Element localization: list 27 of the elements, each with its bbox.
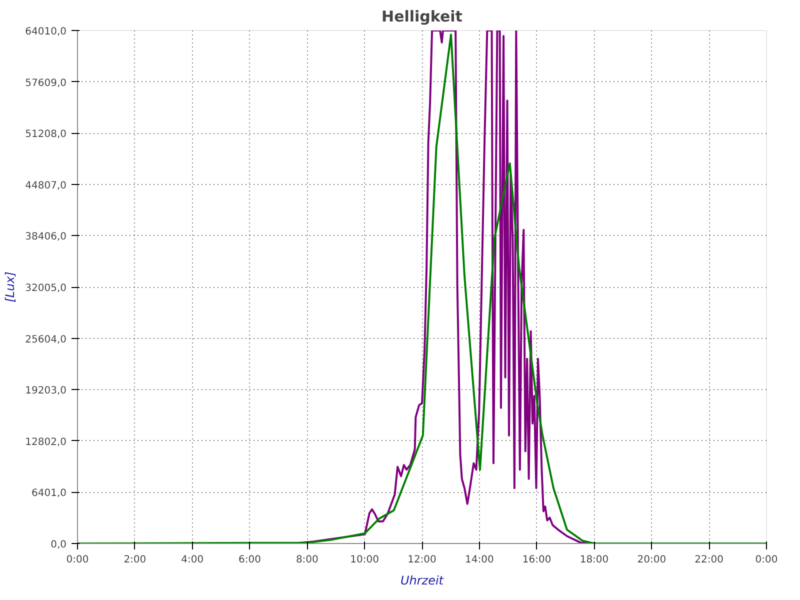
x-tick-label: 22:00 <box>694 554 724 566</box>
x-tick-label: 8:00 <box>296 554 318 566</box>
x-tick-label: 20:00 <box>637 554 666 566</box>
x-tick-label: 0:00 <box>755 554 778 566</box>
y-axis-title: [Lux] <box>3 271 18 302</box>
y-tick-label: 12802,0 <box>25 436 67 448</box>
y-tick-label: 64010,0 <box>25 26 67 38</box>
x-tick-label: 4:00 <box>181 554 204 566</box>
y-tick-label: 0,0 <box>50 540 67 550</box>
x-tick-label: 16:00 <box>522 554 552 566</box>
y-tick-label: 38406,0 <box>25 232 67 243</box>
y-tick-label: 6401,0 <box>32 488 67 500</box>
x-tick-label: 6:00 <box>238 554 261 566</box>
chart-title: Helligkeit <box>382 8 462 26</box>
x-tick-label: 12:00 <box>408 554 436 566</box>
y-tick-label: 32005,0 <box>25 283 67 294</box>
x-tick-label: 2:00 <box>124 554 146 566</box>
y-tick-label: 25604,0 <box>25 334 67 346</box>
y-tick-label: 19203,0 <box>25 386 67 397</box>
y-tick-label: 51208,0 <box>25 129 67 140</box>
x-tick-label: 14:00 <box>465 554 494 566</box>
y-tick-label: 44807,0 <box>25 180 67 192</box>
x-tick-label: 0:00 <box>66 554 89 566</box>
x-axis-title: Uhrzeit <box>400 574 445 588</box>
x-tick-label: 18:00 <box>580 554 609 566</box>
x-tick-label: 10:00 <box>350 554 379 566</box>
y-tick-label: 57609,0 <box>25 78 67 89</box>
